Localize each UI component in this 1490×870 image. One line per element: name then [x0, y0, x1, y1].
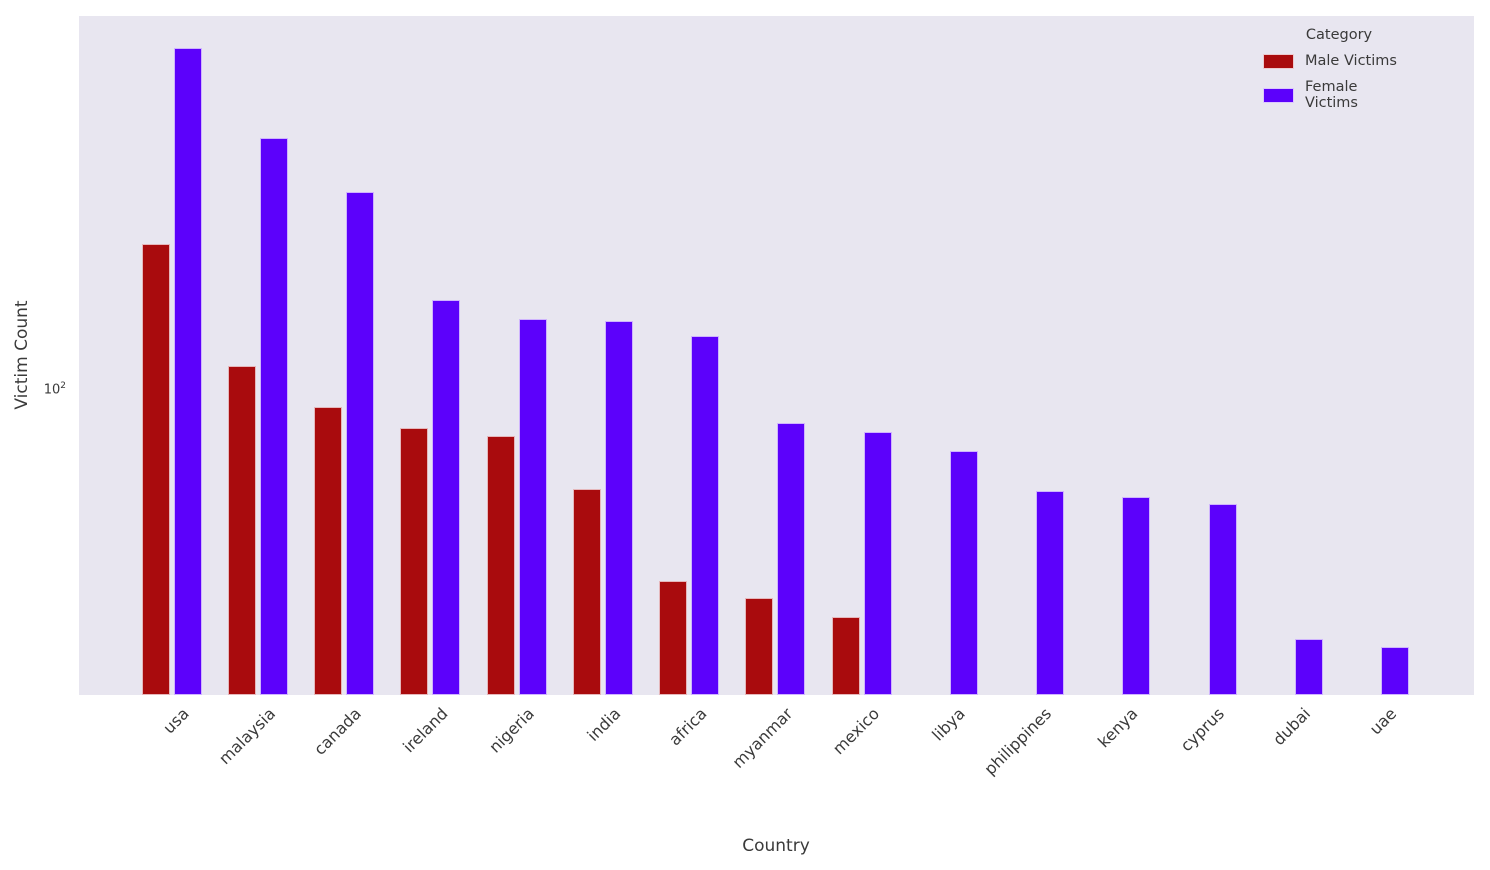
bar-usa-female-victims: [173, 48, 202, 695]
bar-dubai-female-victims: [1294, 638, 1323, 695]
legend-row-male-victims: Male Victims: [1263, 53, 1415, 69]
x-tick-uae: uae: [1365, 704, 1401, 739]
x-tick-myanmar: myanmar: [728, 704, 797, 772]
y-axis-label: Victim Count: [12, 300, 32, 410]
x-tick-dubai: dubai: [1269, 704, 1315, 750]
y-tick-mantissa: 10: [43, 382, 61, 398]
bar-kenya-female-victims: [1122, 497, 1151, 695]
bar-ireland-female-victims: [432, 300, 461, 695]
y-tick-label-100: 102: [30, 381, 66, 397]
x-tick-nigeria: nigeria: [485, 704, 538, 757]
bar-ireland-male-victims: [400, 428, 429, 695]
x-tick-libya: libya: [928, 704, 970, 745]
bar-nigeria-female-victims: [518, 319, 547, 695]
bar-mexico-male-victims: [831, 616, 860, 695]
x-tick-ireland: ireland: [399, 704, 452, 757]
x-tick-africa: africa: [665, 704, 711, 750]
legend-items: Male Victims Female Victims: [1263, 53, 1415, 111]
x-tick-mexico: mexico: [828, 704, 883, 759]
x-tick-india: india: [583, 704, 625, 746]
legend-swatch-male-victims: [1263, 53, 1294, 69]
bar-uae-female-victims: [1381, 646, 1409, 695]
plot-area: [79, 16, 1474, 695]
legend-label-male-victims: Male Victims: [1305, 53, 1397, 69]
x-tick-kenya: kenya: [1094, 704, 1142, 752]
legend-title: Category: [1305, 27, 1373, 43]
x-tick-cyprus: cyprus: [1176, 704, 1228, 756]
bar-philippines-female-victims: [1036, 491, 1064, 695]
bar-myanmar-male-victims: [745, 597, 774, 695]
bar-myanmar-female-victims: [777, 422, 806, 695]
legend-swatch-female-victims: [1263, 87, 1294, 103]
x-axis-label: Country: [742, 836, 810, 856]
x-tick-usa: usa: [159, 704, 193, 738]
bar-malaysia-female-victims: [259, 137, 288, 695]
bar-malaysia-male-victims: [227, 366, 256, 695]
bar-canada-female-victims: [346, 192, 374, 695]
bar-africa-male-victims: [659, 580, 687, 695]
x-tick-malaysia: malaysia: [215, 704, 280, 769]
legend-row-female-victims: Female Victims: [1263, 79, 1415, 111]
bar-usa-male-victims: [141, 244, 170, 695]
bar-nigeria-male-victims: [486, 435, 515, 695]
y-tick-exponent: 2: [60, 381, 66, 391]
bar-india-female-victims: [604, 321, 633, 695]
legend-label-female-victims: Female Victims: [1304, 79, 1358, 111]
x-tick-philippines: philippines: [980, 704, 1056, 779]
bar-india-male-victims: [572, 488, 601, 695]
bar-canada-male-victims: [314, 406, 342, 695]
bar-cyprus-female-victims: [1208, 503, 1237, 695]
legend: Category Male Victims Female Victims: [1263, 27, 1415, 111]
bar-africa-female-victims: [691, 335, 719, 695]
bar-libya-female-victims: [949, 450, 978, 695]
x-tick-canada: canada: [310, 704, 366, 759]
bar-mexico-female-victims: [863, 431, 892, 695]
